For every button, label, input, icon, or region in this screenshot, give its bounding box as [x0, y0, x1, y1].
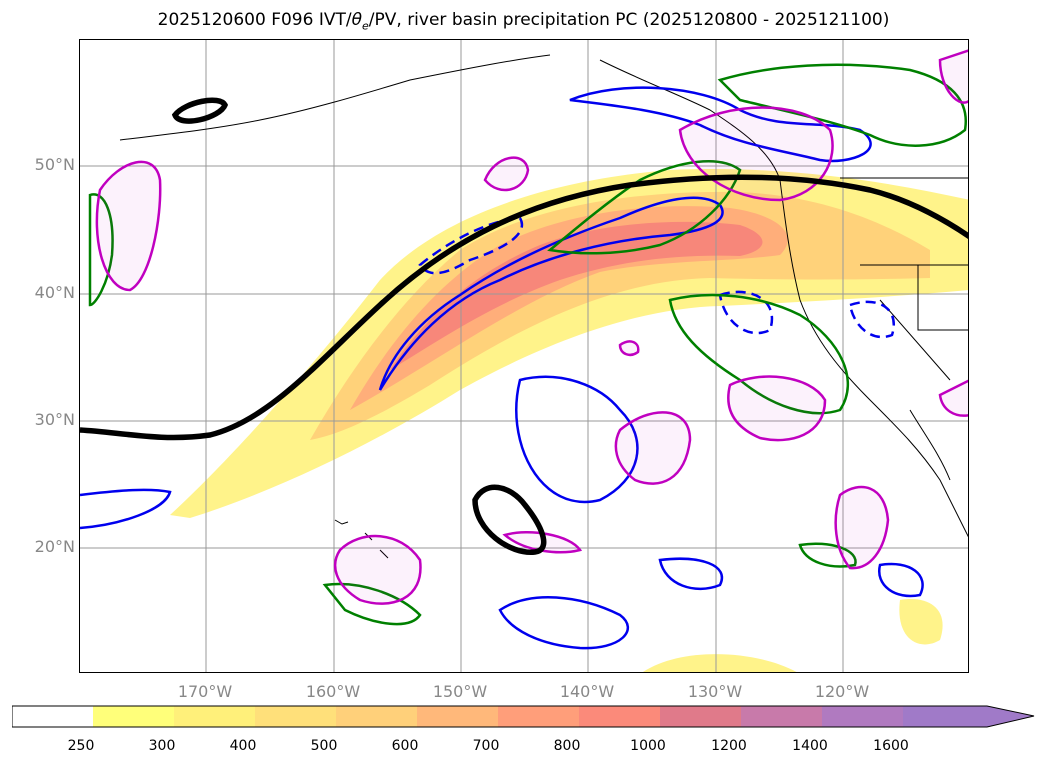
alaska-coast [119, 54, 781, 181]
colorbar-segment [12, 706, 93, 727]
lon-label-130w: 130°W [687, 682, 743, 701]
jet-small-loop [171, 97, 229, 124]
baja [909, 409, 951, 481]
colorbar-tick-400: 400 [229, 738, 257, 754]
colorbar-tick-600: 600 [391, 738, 419, 754]
precip-contour-small [618, 340, 640, 357]
colorbar-segment [903, 706, 987, 727]
lat-label-40: 40°N [34, 283, 75, 302]
lon-label-140w: 140°W [559, 682, 615, 701]
pv-contour-dashed-1 [418, 216, 524, 275]
colorbar-segment [498, 706, 579, 727]
pv-contour-east-1 [658, 557, 724, 590]
colorbar-segment [174, 706, 255, 727]
colorbar-segment [579, 706, 660, 727]
colorbar-segment [255, 706, 336, 727]
colorbar-segment [93, 706, 174, 727]
theta-contour-south [322, 582, 422, 626]
precip-contour-ne [938, 49, 968, 104]
colorbar-tick-1000: 1000 [630, 738, 666, 754]
theta-contour-coast [668, 293, 850, 415]
colorbar-segments [12, 706, 1034, 727]
lon-label-160w: 160°W [305, 682, 361, 701]
colorbar-segment [417, 706, 498, 727]
map-panel[interactable] [79, 39, 969, 673]
colorbar-tick-250: 250 [67, 738, 95, 754]
us-borders [840, 177, 968, 381]
colorbar-outline [12, 705, 1035, 728]
theta-contour-west [88, 193, 114, 307]
colorbar-segment [660, 706, 741, 727]
theta-contour-ar [547, 160, 742, 255]
figure-title: 2025120600 F096 IVT/θe/PV, river basin p… [157, 10, 890, 33]
lon-label-170w: 170°W [177, 682, 233, 701]
pv-contour-dashed-3 [848, 300, 895, 339]
colorbar-tick-1400: 1400 [792, 738, 828, 754]
colorbar-tick-300: 300 [148, 738, 176, 754]
colorbar-tick-1200: 1200 [711, 738, 747, 754]
precip-contour-east [727, 375, 827, 442]
north-america-west-coast [779, 179, 968, 538]
colorbar-tick-1600: 1600 [873, 738, 909, 754]
lon-label-150w: 150°W [432, 682, 488, 701]
pv-contour-north [569, 86, 872, 163]
map-canvas [80, 40, 968, 672]
jet-contours [80, 97, 968, 555]
pv-contour-south-2 [498, 596, 629, 650]
lon-label-120w: 120°W [814, 682, 870, 701]
colorbar [12, 705, 1035, 728]
colorbar-segment [336, 706, 417, 727]
lat-label-50: 50°N [34, 155, 75, 174]
precip-contour-nw [483, 156, 530, 192]
theta-contour-north [717, 63, 968, 147]
precip-contour-south [333, 534, 422, 605]
lat-label-20: 20°N [34, 537, 75, 556]
lat-label-30: 30°N [34, 410, 75, 429]
precip-contour-far-east [938, 379, 968, 417]
jet-main-line [80, 174, 968, 441]
theta-contour-sw [798, 542, 857, 568]
ivt-level-1-east [899, 599, 943, 645]
pv-contour-south-1 [515, 375, 639, 504]
graticule [80, 40, 968, 672]
precip-contour-west [95, 160, 162, 292]
colorbar-segment [822, 706, 903, 727]
colorbar-tick-500: 500 [310, 738, 338, 754]
colorbar-segment [741, 706, 822, 727]
pv-contour-west [80, 488, 172, 530]
jet-closed-contour [472, 484, 547, 555]
precip-contour-central [614, 411, 692, 485]
pv-contour-east-2 [877, 562, 924, 598]
colorbar-tick-800: 800 [553, 738, 581, 754]
precip-contour-se [834, 485, 890, 570]
colorbar-extend-arrow [987, 706, 1034, 727]
ivt-level-1-south [643, 654, 797, 672]
colorbar-tick-700: 700 [472, 738, 500, 754]
ivt-level-3 [350, 206, 788, 410]
theta-contours [88, 63, 968, 626]
